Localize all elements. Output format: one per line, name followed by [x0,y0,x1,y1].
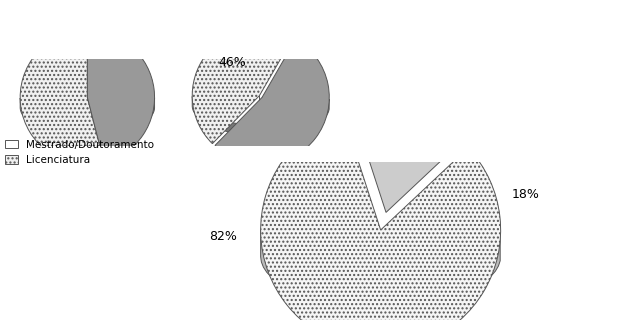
Text: 46%: 46% [218,56,246,69]
Text: 18%: 18% [512,188,540,201]
Polygon shape [261,230,500,307]
Legend: Mestrado/Doutoramento, Licenciatura: Mestrado/Doutoramento, Licenciatura [5,140,154,165]
Polygon shape [20,98,104,136]
Polygon shape [192,96,212,126]
Wedge shape [215,39,329,164]
Wedge shape [261,116,500,320]
Wedge shape [192,28,293,144]
Wedge shape [20,30,104,164]
Wedge shape [87,30,155,163]
Polygon shape [104,98,155,135]
Text: 82%: 82% [209,230,237,243]
Wedge shape [349,92,474,212]
Polygon shape [215,99,329,136]
